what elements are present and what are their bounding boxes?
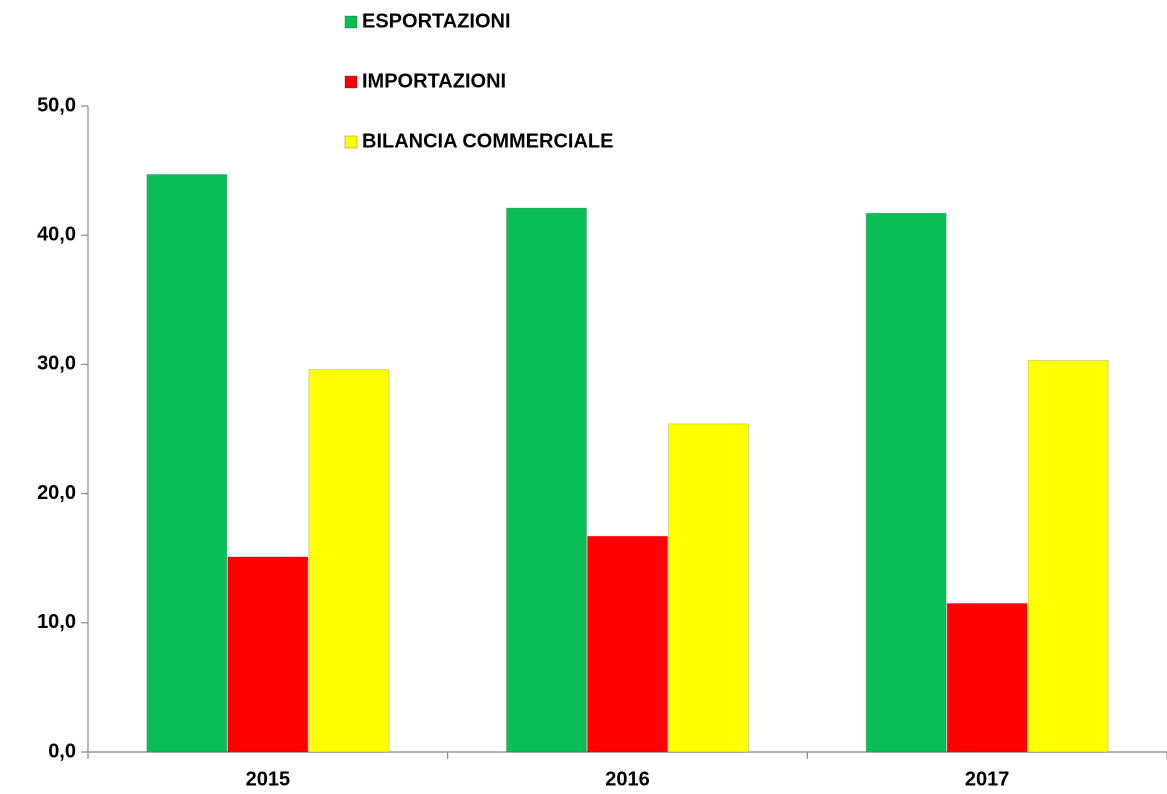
legend-marker	[344, 75, 358, 89]
legend-marker	[344, 135, 358, 149]
bar	[146, 173, 228, 753]
bar	[308, 369, 390, 753]
legend-marker	[344, 15, 358, 29]
bar	[587, 535, 668, 753]
y-tick-label: 20,0	[37, 482, 76, 504]
x-tick-label: 2017	[965, 768, 1010, 790]
x-tick-label: 2016	[605, 768, 650, 790]
bar	[865, 212, 947, 753]
bar	[668, 423, 749, 753]
legend-label: BILANCIA COMMERCIALE	[362, 130, 613, 152]
bar	[506, 207, 587, 753]
x-tick-label: 2015	[246, 768, 291, 790]
y-tick-label: 40,0	[37, 223, 76, 245]
legend-label: IMPORTAZIONI	[362, 70, 506, 92]
bar	[1027, 360, 1109, 753]
legend-label: ESPORTAZIONI	[362, 10, 511, 32]
y-tick-label: 30,0	[37, 353, 76, 375]
bar	[946, 602, 1028, 753]
y-tick-label: 10,0	[37, 611, 76, 633]
y-tick-label: 0,0	[48, 740, 76, 762]
bar	[227, 556, 309, 753]
y-tick-label: 50,0	[37, 94, 76, 116]
